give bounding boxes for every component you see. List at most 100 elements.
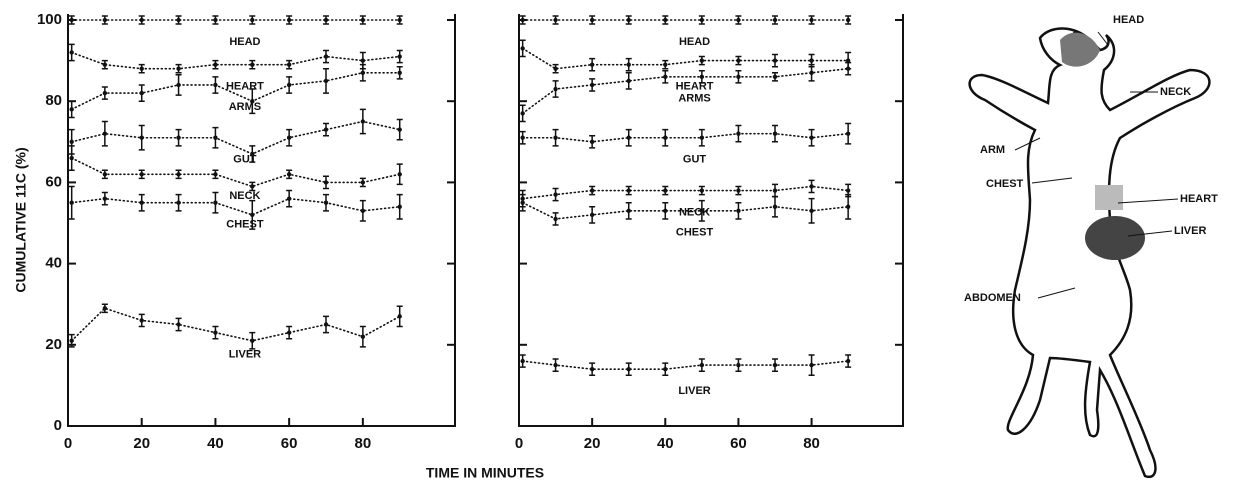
x-tick-label: 0 (515, 435, 523, 452)
data-point (213, 135, 218, 140)
y-tick-label: 20 (45, 336, 62, 353)
data-point (250, 17, 255, 23)
data-point (250, 62, 255, 67)
data-point (589, 82, 595, 88)
data-point (69, 200, 74, 205)
data-point (102, 62, 108, 67)
data-point (286, 135, 292, 140)
diagram-label: CHEST (986, 178, 1024, 190)
data-point (102, 90, 108, 96)
data-point (736, 188, 741, 193)
series-label: HEART (676, 81, 714, 93)
pointer (1127, 230, 1173, 237)
data-point (360, 334, 366, 339)
data-point (520, 200, 525, 205)
data-point (772, 362, 778, 368)
data-point (699, 208, 705, 214)
data-point (809, 135, 814, 140)
data-point (845, 358, 851, 364)
data-point (286, 17, 292, 23)
data-point (663, 188, 668, 193)
series-label: ARMS (229, 101, 261, 113)
y-tick-label: 40 (45, 255, 62, 272)
series-label: HEART (226, 81, 264, 93)
data-point (176, 322, 181, 327)
data-point (139, 172, 144, 177)
data-point (663, 135, 668, 140)
data-point (736, 58, 741, 63)
x-tick-label: 0 (64, 435, 72, 452)
data-point (589, 62, 595, 67)
data-point (213, 172, 218, 177)
head-shading (1060, 32, 1100, 67)
diagram-label: NECK (1160, 86, 1191, 98)
data-point (736, 74, 741, 80)
data-point (250, 212, 255, 218)
series-label: NECK (679, 206, 710, 218)
data-point (772, 74, 778, 80)
y-tick-label: 100 (37, 11, 62, 28)
data-point (323, 78, 329, 84)
data-point (553, 192, 558, 197)
x-tick-label: 20 (133, 435, 150, 452)
data-point (360, 208, 366, 214)
data-point (397, 172, 402, 177)
data-point (69, 155, 74, 161)
data-point (176, 200, 181, 205)
series-label: HEAD (679, 36, 710, 48)
x-tick-label: 80 (803, 435, 820, 452)
series-line (521, 201, 849, 220)
data-point (69, 107, 74, 112)
data-point (397, 314, 402, 319)
data-point (553, 216, 558, 222)
data-point (250, 184, 255, 189)
series-line (70, 197, 401, 216)
data-point (699, 188, 705, 193)
data-point (553, 362, 558, 368)
data-point (772, 131, 778, 136)
x-tick-label: 60 (730, 435, 747, 452)
data-point (286, 62, 292, 67)
series-label: CHEST (676, 227, 714, 239)
data-point (626, 78, 631, 84)
data-point (699, 74, 705, 80)
data-point (845, 188, 851, 193)
data-point (323, 127, 329, 132)
data-point (589, 17, 595, 23)
series-line (70, 307, 401, 342)
series-label: LIVER (229, 349, 261, 361)
data-point (736, 17, 741, 23)
data-point (736, 362, 741, 368)
data-point (699, 362, 705, 368)
pointer (1117, 198, 1179, 204)
series-line (521, 185, 849, 200)
series-line (521, 360, 849, 370)
data-point (520, 358, 525, 364)
data-point (139, 318, 144, 323)
data-point (663, 208, 668, 214)
cat-diagram (968, 27, 1211, 479)
data-point (663, 74, 668, 80)
data-point (589, 366, 595, 372)
series-label: CHEST (226, 219, 264, 231)
data-point (845, 17, 851, 23)
data-point (626, 366, 631, 372)
data-point (626, 208, 631, 214)
x-tick-label: 40 (657, 435, 674, 452)
data-point (213, 62, 218, 67)
data-point (553, 17, 558, 23)
body-outline (968, 27, 1211, 479)
data-point (176, 172, 181, 177)
data-point (397, 70, 402, 75)
data-point (736, 131, 741, 136)
data-point (323, 200, 329, 205)
x-tick-label: 80 (355, 435, 372, 452)
data-point (772, 188, 778, 193)
data-point (102, 131, 108, 136)
data-point (736, 208, 741, 214)
series-line (70, 71, 401, 111)
data-point (176, 135, 181, 140)
data-point (323, 17, 329, 23)
data-point (772, 58, 778, 63)
